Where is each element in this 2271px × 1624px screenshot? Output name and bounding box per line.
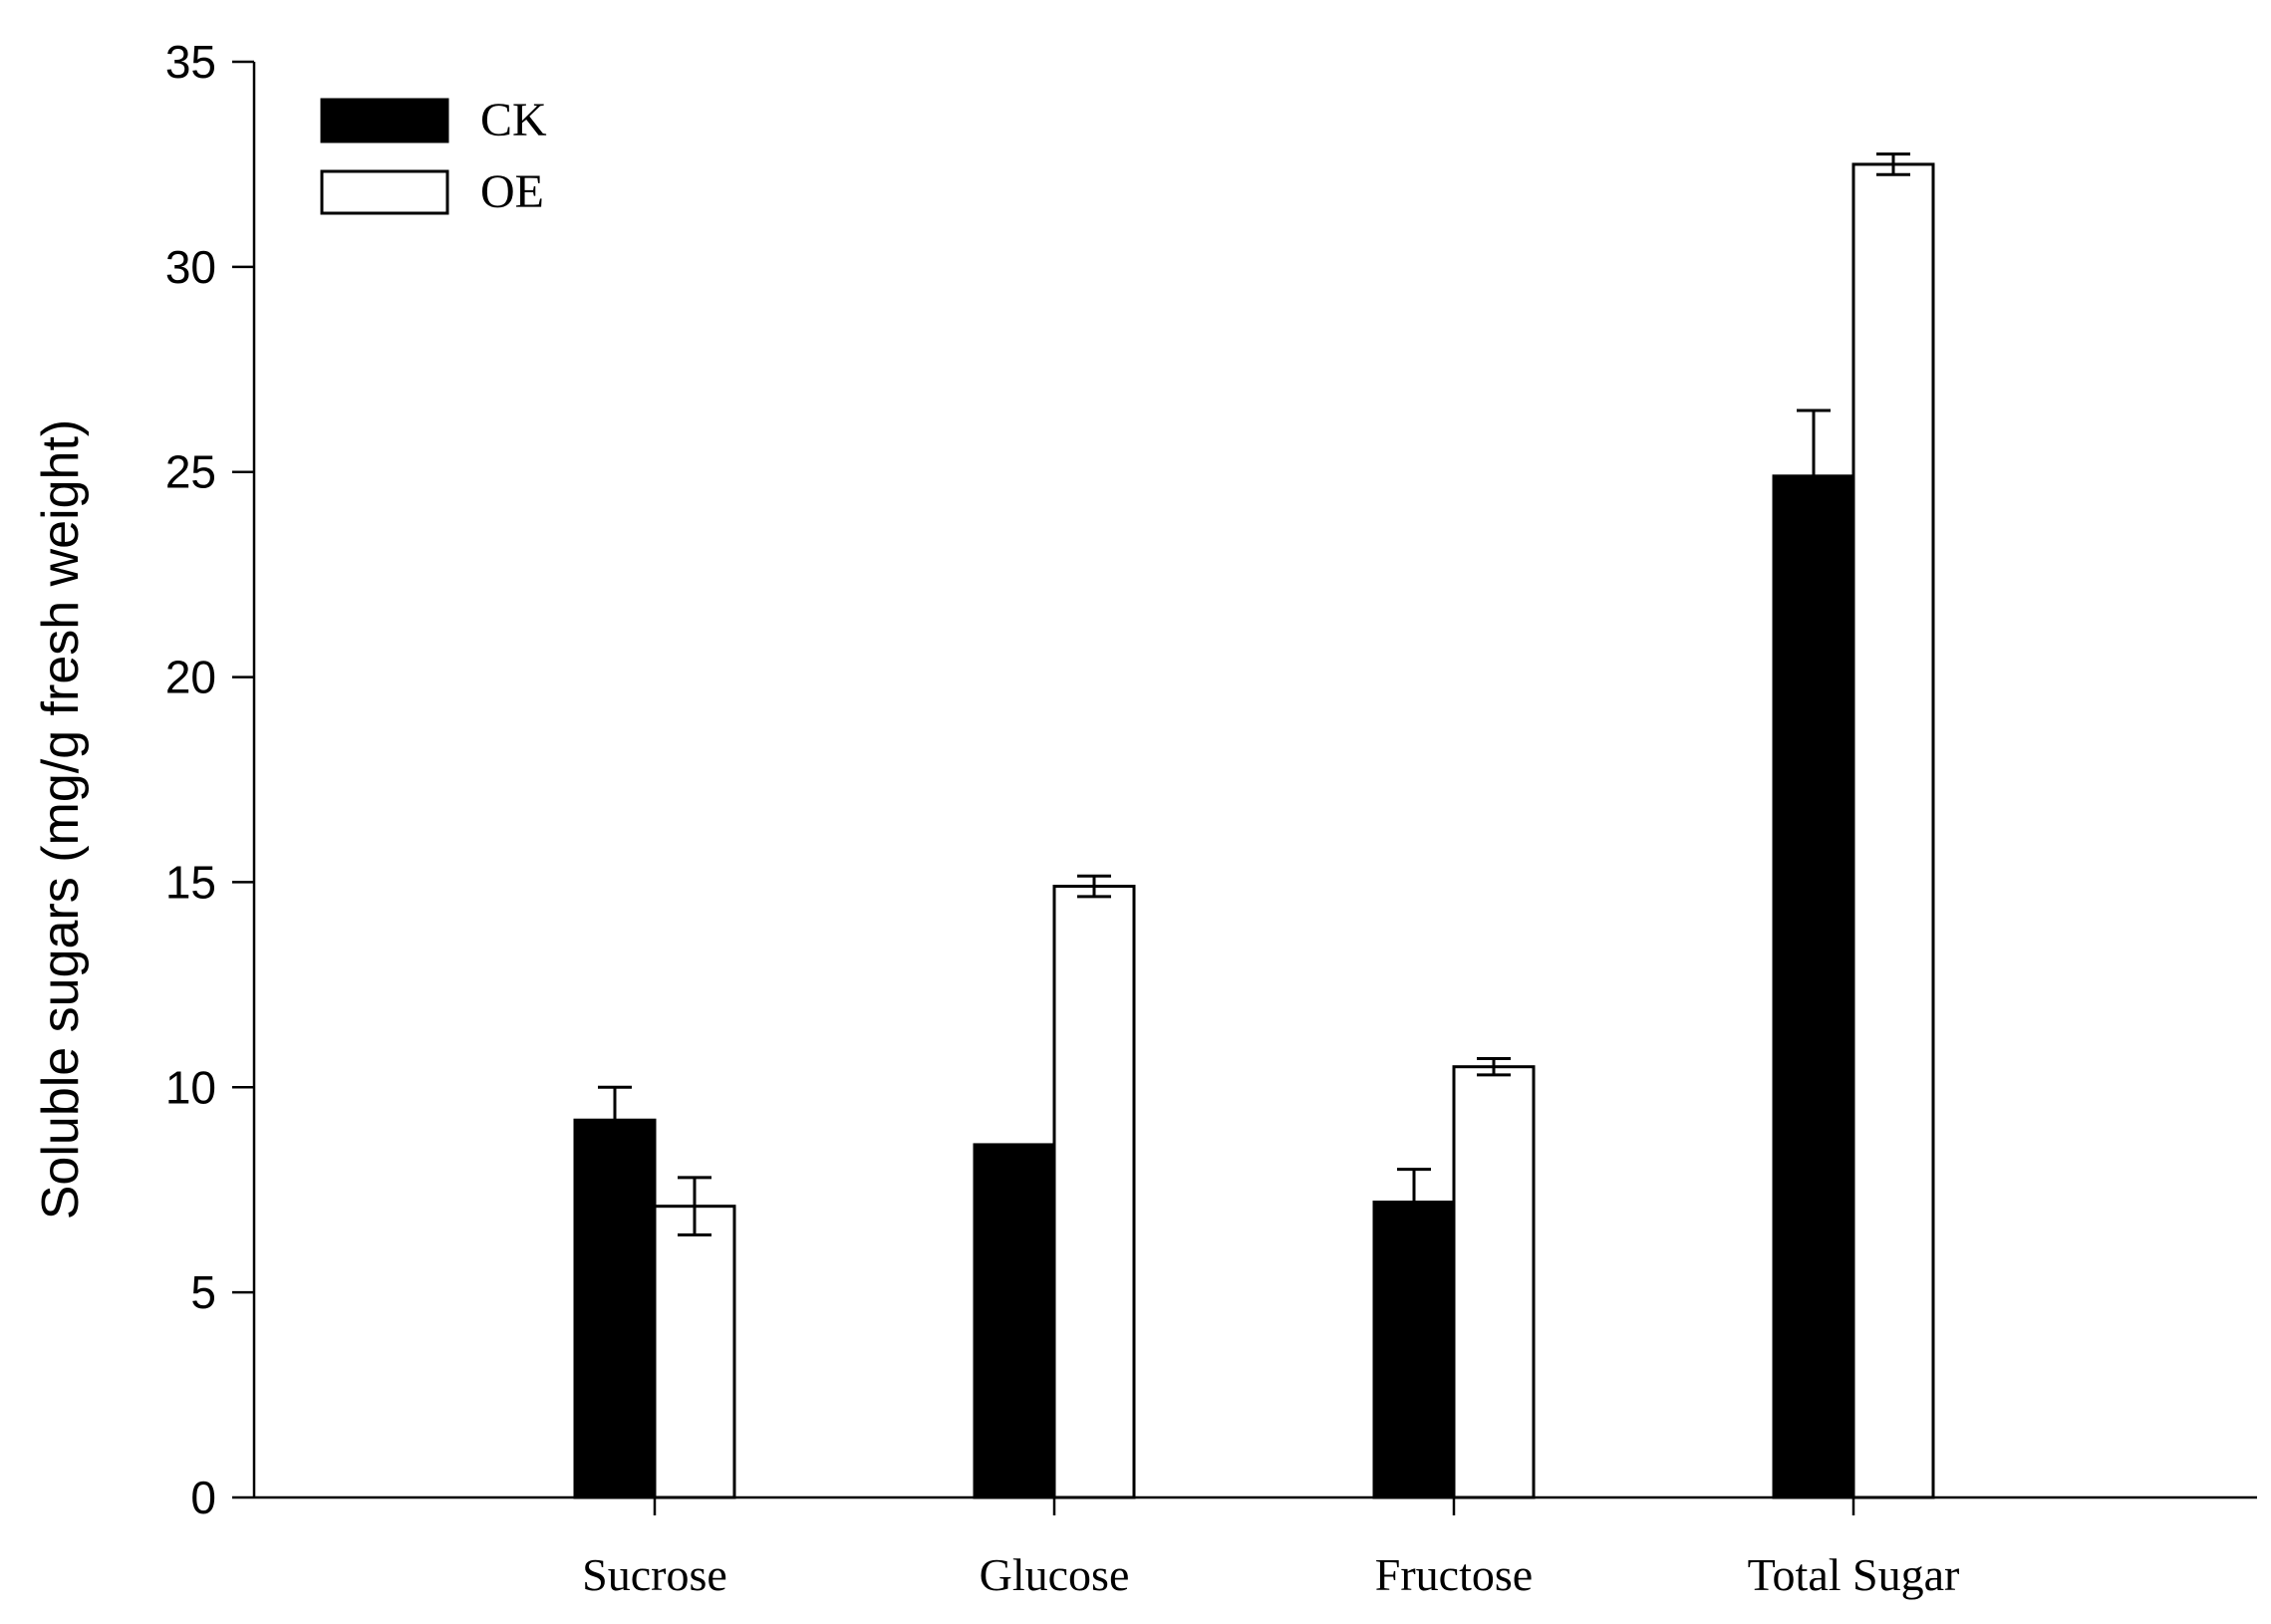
error-bars	[598, 152, 1910, 1237]
x-axis-ticks: Sucrose Glucose Fructose Total Sugar	[582, 1497, 1959, 1600]
x-tick-label: Total Sugar	[1748, 1549, 1960, 1600]
bar-oe-total-sugar	[1851, 162, 1935, 1499]
legend: CK OE	[320, 94, 547, 218]
bar-ck-glucose	[973, 1143, 1056, 1499]
y-tick-label: 0	[190, 1472, 216, 1523]
x-tick-label: Sucrose	[582, 1549, 727, 1600]
x-tick-label: Glucose	[980, 1549, 1130, 1600]
y-tick-label: 35	[165, 36, 216, 88]
bar-oe-glucose	[1052, 885, 1136, 1499]
error-bar	[1077, 874, 1111, 899]
error-bar	[598, 1085, 632, 1121]
y-tick-label: 25	[165, 446, 216, 498]
legend-swatch-oe	[320, 169, 449, 215]
y-tick-label: 30	[165, 241, 216, 293]
bars	[573, 162, 1935, 1499]
error-bar	[1477, 1056, 1511, 1077]
legend-swatch-ck	[320, 98, 449, 143]
bar-ck-sucrose	[573, 1118, 657, 1499]
bar-oe-sucrose	[653, 1205, 736, 1499]
error-bar	[678, 1176, 711, 1237]
y-axis-ticks: 0 5 10 15 20 25 30 35	[165, 36, 254, 1523]
legend-label-ck: CK	[480, 94, 547, 146]
error-bar	[1797, 408, 1831, 476]
y-tick-label: 10	[165, 1061, 216, 1113]
bar-oe-fructose	[1452, 1065, 1536, 1499]
y-tick-label: 20	[165, 652, 216, 703]
x-tick-label: Fructose	[1375, 1549, 1533, 1600]
y-tick-label: 15	[165, 856, 216, 908]
y-axis-label: Soluble sugars (mg/g fresh weight)	[32, 419, 90, 1220]
bar-ck-fructose	[1372, 1201, 1456, 1499]
legend-label-oe: OE	[480, 165, 544, 218]
error-bar	[1876, 152, 1910, 176]
bar-ck-total-sugar	[1772, 474, 1855, 1499]
y-tick-label: 5	[190, 1266, 216, 1318]
error-bar	[1397, 1168, 1431, 1203]
